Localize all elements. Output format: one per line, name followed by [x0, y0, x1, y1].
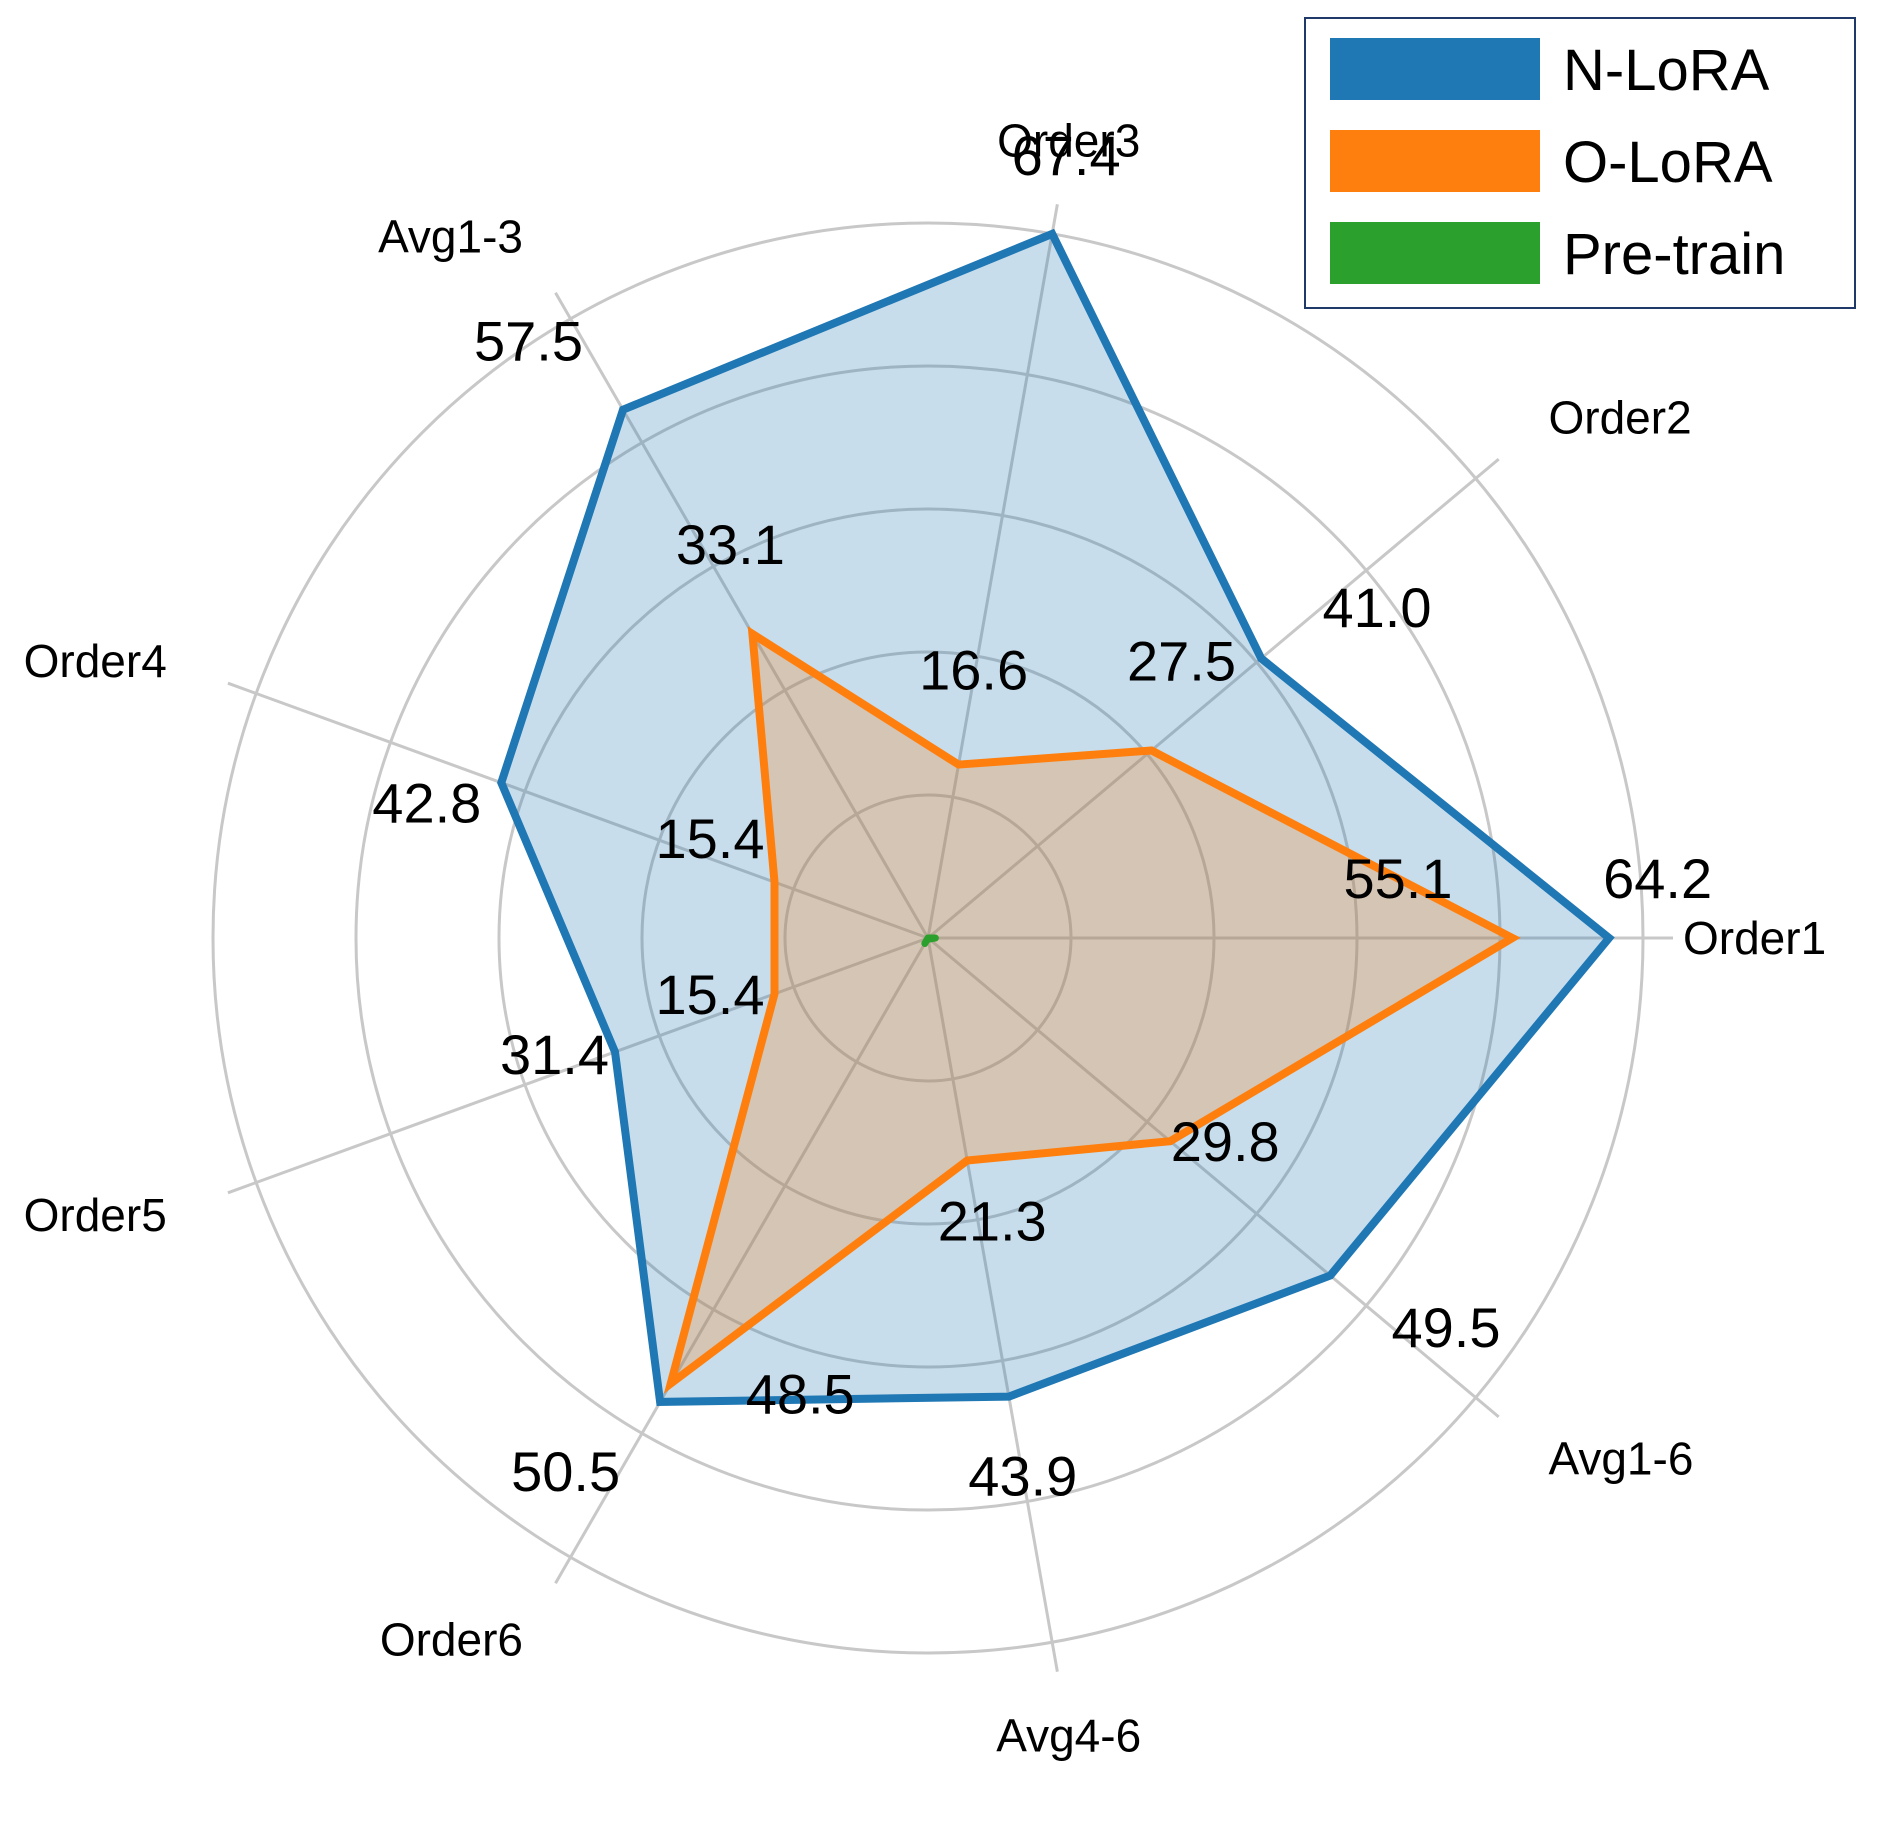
axis-labels: Order1 Order2 Order3 Avg1-3 Order4 Order5 Orde… — [24, 114, 1827, 1761]
spoke-order5 — [227, 936, 929, 1195]
value-label-o-lora-avg1-6: 29.8 — [1171, 1110, 1280, 1173]
spoke-order4 — [227, 681, 929, 940]
value-label-n-lora-order3: 67.4 — [1012, 124, 1121, 187]
value-labels: 64.2 41.0 67.4 57.5 42.8 31.4 50.5 43.9 49.5 55.1… — [372, 124, 1712, 1507]
spoke-avg1-3 — [554, 292, 930, 939]
value-label-n-lora-avg1-3: 57.5 — [474, 310, 583, 373]
spoke-order2 — [927, 457, 1500, 940]
spoke-avg1-6 — [927, 936, 1500, 1419]
legend-swatch-o-lora — [1330, 130, 1540, 192]
legend-label-o-lora: O-LoRA — [1563, 130, 1773, 195]
series-lines — [497, 228, 1615, 1406]
axis-label-order1: Order1 — [1683, 912, 1826, 964]
value-label-o-lora-order3: 16.6 — [919, 639, 1028, 702]
n-lora-fill — [501, 233, 1610, 1402]
spoke-order6 — [554, 937, 930, 1584]
value-label-n-lora-order4: 42.8 — [372, 772, 481, 835]
radar-grid — [211, 204, 1673, 1672]
value-label-o-lora-order2: 27.5 — [1127, 630, 1236, 693]
o-lora-fill — [670, 633, 1513, 1384]
axis-label-avg1-6: Avg1-6 — [1549, 1433, 1694, 1485]
spoke-order3 — [926, 204, 1059, 939]
axis-label-order6: Order6 — [380, 1614, 523, 1666]
axis-label-order4: Order4 — [24, 635, 167, 687]
axis-label-avg4-6: Avg4-6 — [996, 1710, 1141, 1762]
spoke-avg4-6 — [926, 937, 1059, 1672]
axis-label-avg1-3: Avg1-3 — [378, 211, 523, 263]
o-lora-line — [663, 626, 1521, 1394]
series-fills — [501, 233, 1610, 1402]
legend-swatch-n-lora — [1330, 38, 1540, 100]
value-label-n-lora-order6: 50.5 — [511, 1440, 620, 1503]
value-label-o-lora-order5: 15.4 — [656, 963, 765, 1026]
value-label-o-lora-avg1-3: 33.1 — [676, 513, 785, 576]
value-label-o-lora-order1: 55.1 — [1344, 847, 1453, 910]
axis-label-order2: Order2 — [1549, 391, 1692, 443]
value-label-o-lora-avg4-6: 21.3 — [938, 1190, 1047, 1253]
legend-swatch-pre-train — [1330, 222, 1540, 284]
value-label-n-lora-order1: 64.2 — [1603, 847, 1712, 910]
axis-label-order5: Order5 — [24, 1189, 167, 1241]
value-label-n-lora-avg4-6: 43.9 — [968, 1444, 1077, 1507]
value-label-n-lora-order2: 41.0 — [1323, 576, 1432, 639]
value-label-n-lora-order5: 31.4 — [500, 1023, 609, 1086]
axis-label-order3: Order3 — [997, 114, 1140, 166]
legend-label-pre-train: Pre-train — [1563, 222, 1785, 287]
n-lora-line — [497, 228, 1615, 1406]
legend: N-LoRA O-LoRA Pre-train — [1304, 17, 1856, 309]
pre-train-line — [921, 934, 939, 947]
legend-label-n-lora: N-LoRA — [1563, 38, 1770, 103]
value-label-n-lora-avg1-6: 49.5 — [1392, 1296, 1501, 1359]
value-label-o-lora-order6: 48.5 — [746, 1363, 855, 1426]
value-label-o-lora-order4: 15.4 — [656, 807, 765, 870]
